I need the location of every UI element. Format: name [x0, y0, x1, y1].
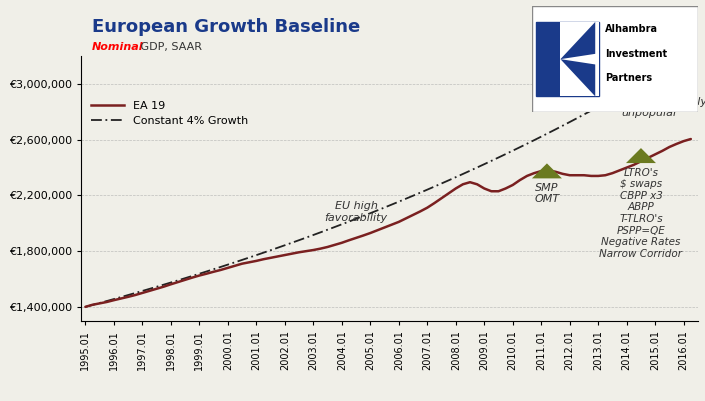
Bar — [536, 22, 599, 96]
Text: Alhambra: Alhambra — [605, 24, 658, 34]
Text: GDP, SAAR: GDP, SAAR — [137, 42, 202, 52]
Bar — [536, 22, 599, 96]
Text: Investment: Investment — [605, 49, 668, 59]
Text: Nominal: Nominal — [92, 42, 143, 52]
Text: LTRO's
$ swaps
CBPP x3
ABPP
T-TLRO's
PSPP=QE
Negative Rates
Narrow Corridor: LTRO's $ swaps CBPP x3 ABPP T-TLRO's PSP… — [599, 168, 682, 259]
Bar — [536, 22, 560, 96]
Text: EU high
favorability: EU high favorability — [324, 201, 388, 223]
Polygon shape — [560, 59, 595, 96]
Text: EU increasingly
unpopular: EU increasingly unpopular — [621, 97, 705, 118]
Text: European Growth Baseline: European Growth Baseline — [92, 18, 360, 36]
Polygon shape — [560, 22, 595, 96]
Polygon shape — [560, 22, 595, 59]
Text: SMP
OMT: SMP OMT — [534, 183, 560, 205]
Text: Partners: Partners — [605, 73, 652, 83]
Legend: EA 19, Constant 4% Growth: EA 19, Constant 4% Growth — [87, 96, 253, 131]
